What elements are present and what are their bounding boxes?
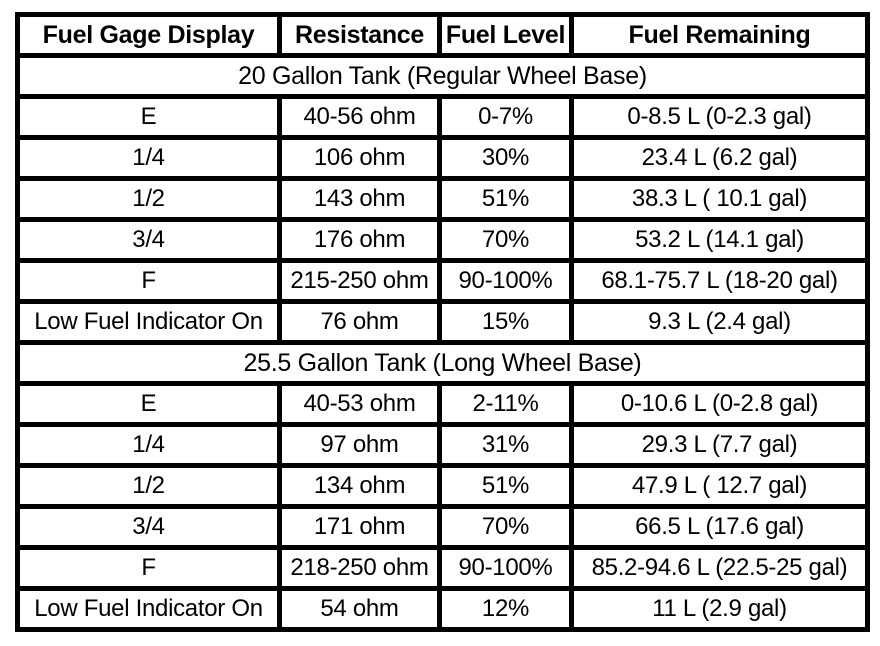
- cell-fuel-remaining: 66.5 L (17.6 gal): [569, 504, 870, 550]
- cell-fuel-remaining: 47.9 L ( 12.7 gal): [569, 463, 870, 509]
- table-row: F 215-250 ohm 90-100% 68.1-75.7 L (18-20…: [15, 258, 870, 304]
- section-header-long-wheel-base: 25.5 Gallon Tank (Long Wheel Base): [15, 340, 870, 386]
- cell-resistance: 76 ohm: [277, 299, 442, 345]
- column-header-fuel-level: Fuel Level: [437, 12, 574, 58]
- cell-fuel-level: 0-7%: [437, 94, 574, 140]
- cell-resistance: 143 ohm: [277, 176, 442, 222]
- cell-fuel-remaining: 0-8.5 L (0-2.3 gal): [569, 94, 870, 140]
- cell-fuel-level: 15%: [437, 299, 574, 345]
- table-row: 1/2 143 ohm 51% 38.3 L ( 10.1 gal): [15, 176, 870, 222]
- cell-fuel-remaining: 68.1-75.7 L (18-20 gal): [569, 258, 870, 304]
- cell-fuel-remaining: 53.2 L (14.1 gal): [569, 217, 870, 263]
- cell-gage-display: 1/4: [15, 422, 282, 468]
- table-row: E 40-53 ohm 2-11% 0-10.6 L (0-2.8 gal): [15, 381, 870, 427]
- cell-resistance: 134 ohm: [277, 463, 442, 509]
- cell-gage-display: F: [15, 258, 282, 304]
- cell-gage-display: Low Fuel Indicator On: [15, 299, 282, 345]
- cell-resistance: 54 ohm: [277, 586, 442, 632]
- cell-resistance: 176 ohm: [277, 217, 442, 263]
- cell-fuel-remaining: 85.2-94.6 L (22.5-25 gal): [569, 545, 870, 591]
- cell-fuel-remaining: 23.4 L (6.2 gal): [569, 135, 870, 181]
- table-row: Low Fuel Indicator On 54 ohm 12% 11 L (2…: [15, 586, 870, 632]
- cell-resistance: 171 ohm: [277, 504, 442, 550]
- fuel-gage-table: Fuel Gage Display Resistance Fuel Level …: [15, 12, 870, 632]
- cell-fuel-level: 51%: [437, 463, 574, 509]
- cell-fuel-remaining: 29.3 L (7.7 gal): [569, 422, 870, 468]
- cell-gage-display: E: [15, 94, 282, 140]
- table-row: F 218-250 ohm 90-100% 85.2-94.6 L (22.5-…: [15, 545, 870, 591]
- cell-fuel-remaining: 38.3 L ( 10.1 gal): [569, 176, 870, 222]
- table-row: 1/4 106 ohm 30% 23.4 L (6.2 gal): [15, 135, 870, 181]
- cell-fuel-level: 90-100%: [437, 545, 574, 591]
- cell-fuel-level: 31%: [437, 422, 574, 468]
- cell-resistance: 106 ohm: [277, 135, 442, 181]
- section-header-regular-wheel-base: 20 Gallon Tank (Regular Wheel Base): [15, 53, 870, 99]
- cell-gage-display: 1/2: [15, 176, 282, 222]
- table-row: E 40-56 ohm 0-7% 0-8.5 L (0-2.3 gal): [15, 94, 870, 140]
- column-header-resistance: Resistance: [277, 12, 442, 58]
- cell-fuel-level: 2-11%: [437, 381, 574, 427]
- cell-resistance: 215-250 ohm: [277, 258, 442, 304]
- table-row: 3/4 176 ohm 70% 53.2 L (14.1 gal): [15, 217, 870, 263]
- cell-gage-display: 3/4: [15, 504, 282, 550]
- header-row: Fuel Gage Display Resistance Fuel Level …: [15, 12, 870, 58]
- table-row: 3/4 171 ohm 70% 66.5 L (17.6 gal): [15, 504, 870, 550]
- cell-resistance: 218-250 ohm: [277, 545, 442, 591]
- cell-fuel-level: 12%: [437, 586, 574, 632]
- cell-fuel-remaining: 0-10.6 L (0-2.8 gal): [569, 381, 870, 427]
- cell-fuel-remaining: 11 L (2.9 gal): [569, 586, 870, 632]
- cell-gage-display: E: [15, 381, 282, 427]
- cell-fuel-level: 70%: [437, 217, 574, 263]
- cell-gage-display: F: [15, 545, 282, 591]
- cell-resistance: 97 ohm: [277, 422, 442, 468]
- cell-gage-display: 1/4: [15, 135, 282, 181]
- cell-gage-display: 1/2: [15, 463, 282, 509]
- cell-fuel-level: 90-100%: [437, 258, 574, 304]
- cell-resistance: 40-56 ohm: [277, 94, 442, 140]
- cell-fuel-remaining: 9.3 L (2.4 gal): [569, 299, 870, 345]
- table-row: Low Fuel Indicator On 76 ohm 15% 9.3 L (…: [15, 299, 870, 345]
- cell-gage-display: 3/4: [15, 217, 282, 263]
- table-row: 1/2 134 ohm 51% 47.9 L ( 12.7 gal): [15, 463, 870, 509]
- table-row: 1/4 97 ohm 31% 29.3 L (7.7 gal): [15, 422, 870, 468]
- cell-resistance: 40-53 ohm: [277, 381, 442, 427]
- section-row: 20 Gallon Tank (Regular Wheel Base): [15, 53, 870, 99]
- section-row: 25.5 Gallon Tank (Long Wheel Base): [15, 340, 870, 386]
- column-header-fuel-remaining: Fuel Remaining: [569, 12, 870, 58]
- column-header-fuel-gage-display: Fuel Gage Display: [15, 12, 282, 58]
- cell-fuel-level: 30%: [437, 135, 574, 181]
- cell-gage-display: Low Fuel Indicator On: [15, 586, 282, 632]
- cell-fuel-level: 51%: [437, 176, 574, 222]
- cell-fuel-level: 70%: [437, 504, 574, 550]
